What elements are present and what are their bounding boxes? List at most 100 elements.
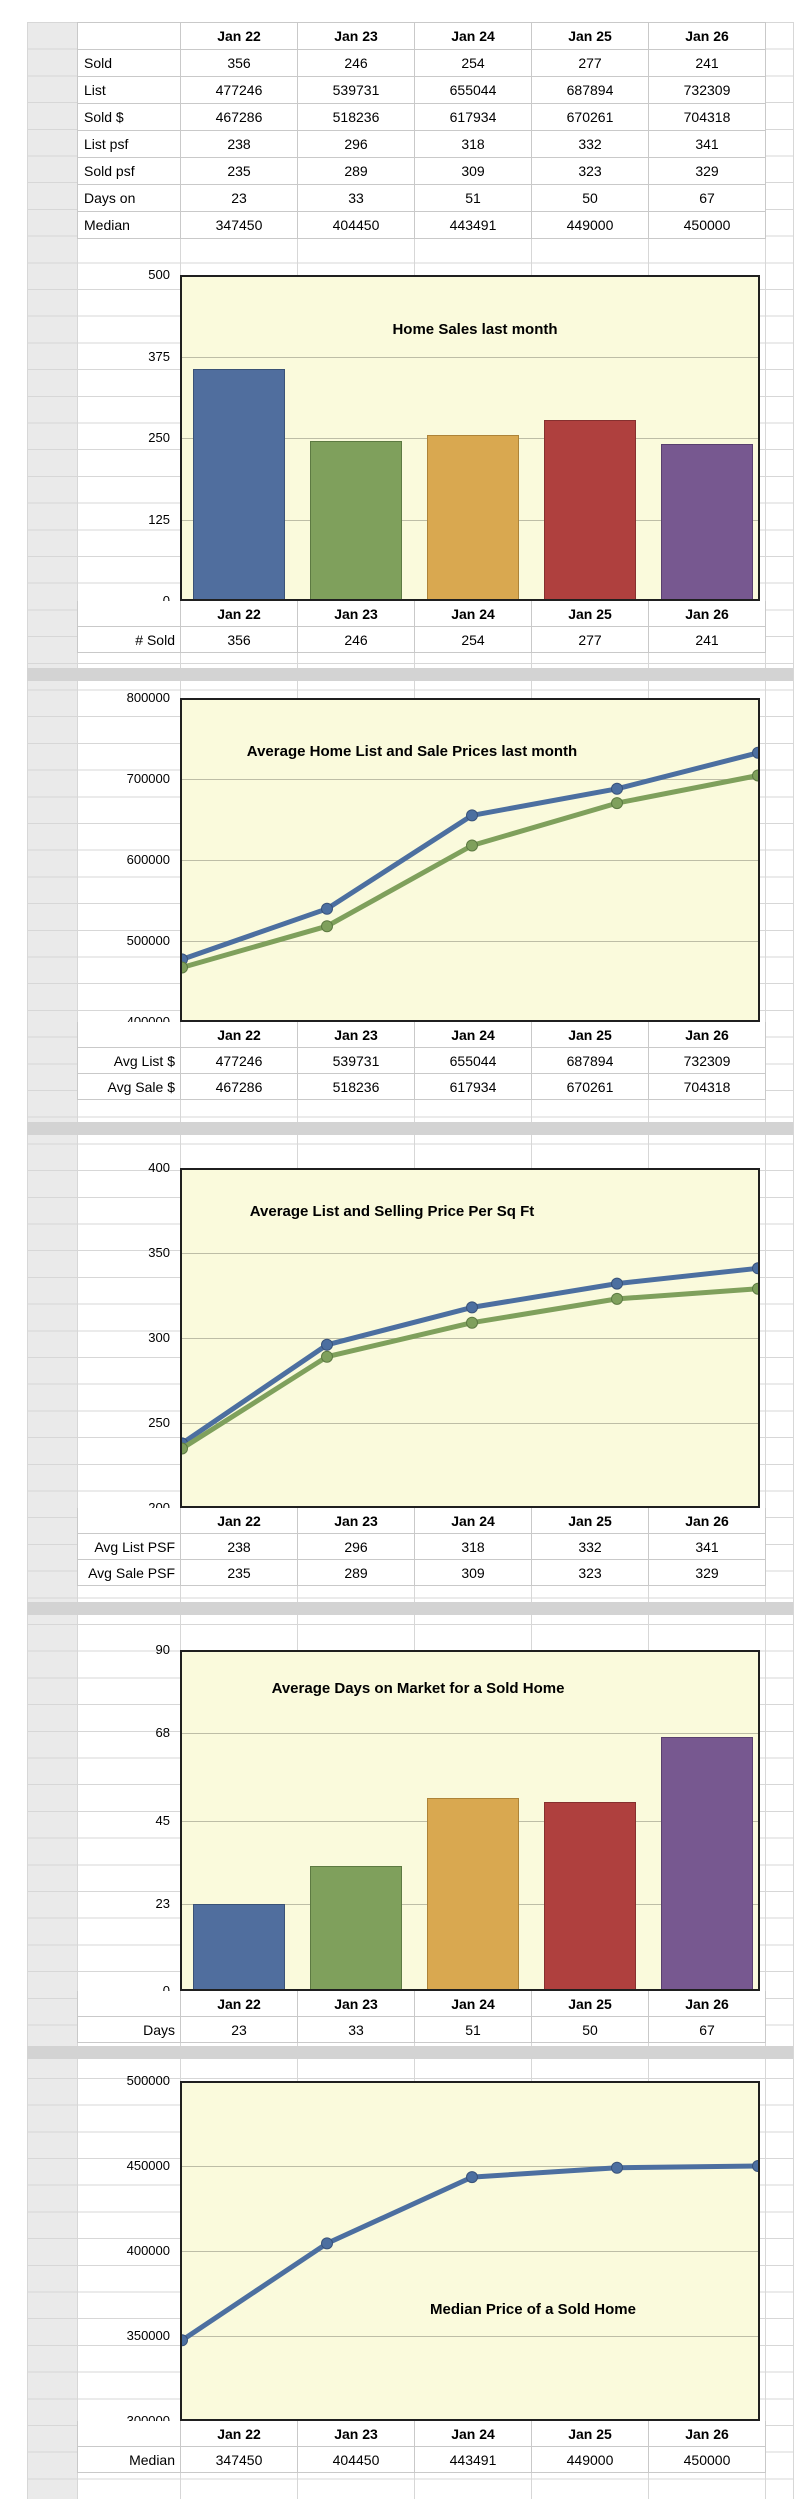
table-cell[interactable]: 617934 [415, 1074, 532, 1100]
series-line[interactable] [181, 750, 759, 962]
table-cell[interactable]: 277 [532, 50, 649, 77]
table-cell[interactable]: 539731 [298, 77, 415, 104]
table-cell[interactable]: 241 [649, 627, 766, 653]
table-cell[interactable]: 238 [181, 1534, 298, 1560]
table-cell[interactable]: 51 [415, 185, 532, 212]
table-cell[interactable]: 254 [415, 50, 532, 77]
row-label-cell[interactable]: Sold psf [78, 158, 181, 185]
column-header-cell[interactable]: Jan 25 [532, 2421, 649, 2447]
data-point-marker[interactable] [611, 797, 623, 810]
column-header-cell[interactable]: Jan 26 [649, 1991, 766, 2017]
row-label-cell[interactable]: Days on [78, 185, 181, 212]
bar-jan-24[interactable] [426, 1797, 519, 1991]
corner-cell[interactable] [78, 2421, 181, 2447]
bar-jan-25[interactable] [543, 420, 636, 601]
row-label-cell[interactable]: Median [78, 212, 181, 239]
bar-jan-22[interactable] [192, 368, 285, 601]
row-label-cell[interactable]: Avg List PSF [78, 1534, 181, 1560]
data-point-marker[interactable] [321, 902, 333, 915]
table-cell[interactable]: 277 [532, 627, 649, 653]
column-header-cell[interactable]: Jan 24 [415, 1991, 532, 2017]
column-header-cell[interactable]: Jan 25 [532, 601, 649, 627]
column-header-cell[interactable]: Jan 25 [532, 1508, 649, 1534]
table-cell[interactable]: 289 [298, 158, 415, 185]
column-header-cell[interactable]: Jan 24 [415, 23, 532, 50]
data-point-marker[interactable] [752, 746, 761, 759]
column-header-cell[interactable]: Jan 24 [415, 1508, 532, 1534]
column-header-cell[interactable]: Jan 26 [649, 2421, 766, 2447]
row-label-cell[interactable]: Median [78, 2447, 181, 2473]
row-label-cell[interactable]: Sold [78, 50, 181, 77]
table-cell[interactable]: 617934 [415, 104, 532, 131]
corner-cell[interactable] [78, 1022, 181, 1048]
table-cell[interactable]: 356 [181, 627, 298, 653]
table-cell[interactable]: 704318 [649, 104, 766, 131]
table-cell[interactable]: 323 [532, 158, 649, 185]
bar-jan-24[interactable] [426, 435, 519, 601]
row-label-cell[interactable]: Avg Sale $ [78, 1074, 181, 1100]
row-label-cell[interactable]: List psf [78, 131, 181, 158]
column-header-cell[interactable]: Jan 25 [532, 23, 649, 50]
row-label-cell[interactable]: List [78, 77, 181, 104]
table-cell[interactable]: 704318 [649, 1074, 766, 1100]
row-label-cell[interactable]: Sold $ [78, 104, 181, 131]
data-point-marker[interactable] [180, 2334, 188, 2347]
chart-price-per-sqft[interactable]: Average List and Selling Price Per Sq Ft… [0, 1160, 800, 1590]
table-cell[interactable]: 732309 [649, 1048, 766, 1074]
row-label-cell[interactable]: Days [78, 2017, 181, 2043]
column-header-cell[interactable]: Jan 25 [532, 1022, 649, 1048]
table-cell[interactable]: 687894 [532, 1048, 649, 1074]
corner-cell[interactable] [78, 601, 181, 627]
table-cell[interactable]: 241 [649, 50, 766, 77]
data-point-marker[interactable] [321, 1350, 333, 1363]
corner-cell[interactable] [78, 1991, 181, 2017]
data-point-marker[interactable] [180, 961, 188, 974]
column-header-cell[interactable]: Jan 22 [181, 1022, 298, 1048]
chart-avg-list-sale-prices[interactable]: Average Home List and Sale Prices last m… [0, 690, 800, 1104]
column-header-cell[interactable]: Jan 24 [415, 601, 532, 627]
table-cell[interactable]: 477246 [181, 77, 298, 104]
column-header-cell[interactable]: Jan 23 [298, 2421, 415, 2447]
column-header-cell[interactable]: Jan 23 [298, 1022, 415, 1048]
column-header-cell[interactable]: Jan 26 [649, 1508, 766, 1534]
table-cell[interactable]: 518236 [298, 104, 415, 131]
data-point-marker[interactable] [611, 782, 623, 795]
table-cell[interactable]: 449000 [532, 212, 649, 239]
table-cell[interactable]: 341 [649, 131, 766, 158]
table-cell[interactable]: 329 [649, 158, 766, 185]
data-point-marker[interactable] [752, 1262, 761, 1275]
series-line[interactable] [180, 2163, 759, 2343]
chart-home-sales[interactable]: Home Sales last month5003752501250Jan 22… [0, 267, 800, 657]
table-cell[interactable]: 477246 [181, 1048, 298, 1074]
series-line[interactable] [181, 773, 759, 970]
data-point-marker[interactable] [611, 1277, 623, 1290]
table-cell[interactable]: 67 [649, 185, 766, 212]
column-header-cell[interactable]: Jan 22 [181, 2421, 298, 2447]
table-cell[interactable]: 23 [181, 2017, 298, 2043]
column-header-cell[interactable]: Jan 26 [649, 601, 766, 627]
table-cell[interactable]: 329 [649, 1560, 766, 1586]
table-cell[interactable]: 655044 [415, 1048, 532, 1074]
column-header-cell[interactable]: Jan 22 [181, 1991, 298, 2017]
table-cell[interactable]: 318 [415, 1534, 532, 1560]
table-cell[interactable]: 341 [649, 1534, 766, 1560]
table-cell[interactable]: 246 [298, 627, 415, 653]
bar-jan-22[interactable] [192, 1903, 285, 1991]
data-point-marker[interactable] [321, 2237, 333, 2250]
table-cell[interactable]: 23 [181, 185, 298, 212]
data-point-marker[interactable] [321, 1338, 333, 1351]
corner-cell[interactable] [78, 1508, 181, 1534]
table-cell[interactable]: 238 [181, 131, 298, 158]
table-cell[interactable]: 33 [298, 2017, 415, 2043]
table-cell[interactable]: 356 [181, 50, 298, 77]
table-cell[interactable]: 235 [181, 158, 298, 185]
column-header-cell[interactable]: Jan 22 [181, 23, 298, 50]
table-cell[interactable]: 33 [298, 185, 415, 212]
bar-jan-26[interactable] [660, 443, 753, 601]
data-point-marker[interactable] [466, 2171, 478, 2184]
table-cell[interactable]: 467286 [181, 104, 298, 131]
data-point-marker[interactable] [611, 1292, 623, 1305]
data-point-marker[interactable] [752, 1282, 761, 1295]
bar-jan-26[interactable] [660, 1737, 753, 1991]
row-label-cell[interactable]: Avg List $ [78, 1048, 181, 1074]
